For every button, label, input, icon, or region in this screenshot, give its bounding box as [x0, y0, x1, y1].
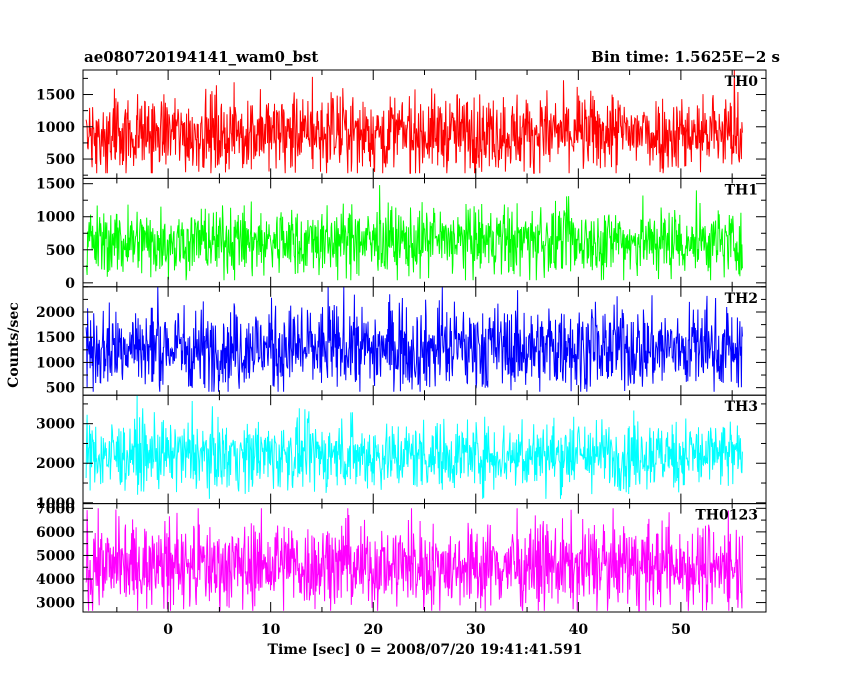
chart-title-right: Bin time: 1.5625E−2 s — [591, 48, 780, 66]
y-tick-label: 500 — [46, 243, 75, 259]
series-th1 — [85, 185, 743, 281]
y-tick-label: 1500 — [36, 88, 75, 104]
panel-th3: TH3 1000 2000 3000 — [36, 394, 767, 512]
x-tick-label: 50 — [671, 622, 691, 638]
y-tick-label: 1000 — [36, 120, 75, 136]
y-tick-label: 1000 — [36, 496, 75, 512]
chart-title-left: ae080720194141_wam0_bst — [84, 48, 318, 66]
y-tick-label: 0 — [65, 276, 75, 292]
series-th2 — [85, 286, 743, 392]
panel-label: TH2 — [725, 291, 758, 307]
y-tick-label: 500 — [46, 152, 75, 168]
x-tick-label: 20 — [363, 622, 383, 638]
panel-th0123: TH0123 3000 4000 5000 6000 7000 — [36, 501, 767, 613]
panel-th2: TH2 500 1000 1500 2000 — [36, 286, 767, 397]
x-tick-label: 0 — [163, 622, 173, 638]
y-tick-label: 1500 — [36, 177, 75, 193]
y-tick-label: 1000 — [36, 210, 75, 226]
y-tick-label: 3000 — [36, 596, 75, 612]
panel-label: TH3 — [725, 399, 758, 415]
panel-stack: TH0 500 1000 1500 TH1 0 500 1000 1500 TH2 500 1000 1… — [36, 69, 767, 613]
panel-label: TH0123 — [695, 508, 758, 524]
y-tick-label: 2000 — [36, 305, 75, 321]
series-th0123 — [85, 508, 743, 612]
x-axis-ticks: 0 10 20 30 40 50 — [163, 622, 691, 638]
y-axis-label: Counts/sec — [6, 302, 22, 388]
y-tick-label: 2000 — [36, 456, 75, 472]
x-tick-label: 30 — [466, 622, 486, 638]
x-tick-label: 10 — [261, 622, 281, 638]
y-tick-label: 5000 — [36, 548, 75, 564]
series-th0 — [85, 70, 743, 174]
panel-th1: TH1 0 500 1000 1500 — [36, 177, 767, 292]
panel-label: TH0 — [725, 74, 759, 90]
y-tick-label: 3000 — [36, 417, 75, 433]
y-tick-label: 1500 — [36, 330, 75, 346]
y-tick-label: 7000 — [36, 501, 75, 517]
x-axis-label: Time [sec] 0 = 2008/07/20 19:41:41.591 — [268, 642, 583, 658]
series-th3 — [85, 395, 743, 499]
y-tick-label: 6000 — [36, 525, 75, 541]
panel-th0: TH0 500 1000 1500 — [36, 69, 767, 179]
y-tick-label: 4000 — [36, 572, 75, 588]
panel-label: TH1 — [725, 182, 758, 198]
y-tick-label: 500 — [46, 381, 75, 397]
x-tick-label: 40 — [569, 622, 589, 638]
y-tick-label: 1000 — [36, 355, 75, 371]
